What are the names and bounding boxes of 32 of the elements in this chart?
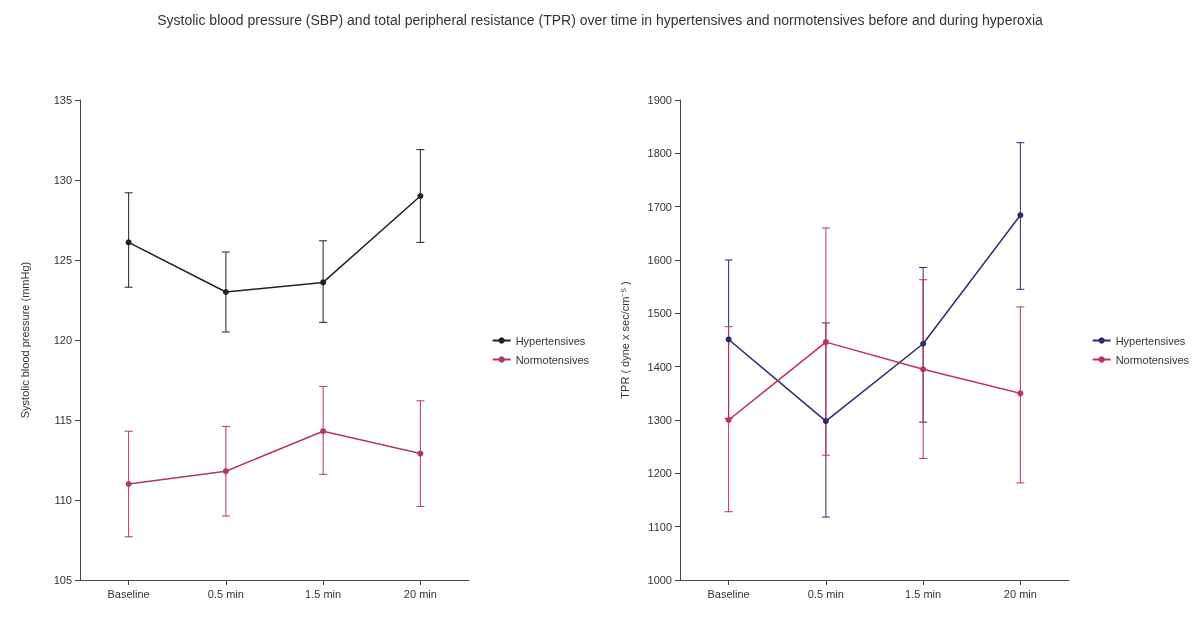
x-tick-label: 0.5 min: [807, 587, 844, 600]
y-tick-label: 1700: [647, 200, 672, 213]
legend-label: Hypertensives: [515, 334, 586, 347]
y-tick-label: 115: [54, 414, 72, 426]
y-tick-label: 1300: [647, 414, 672, 426]
y-tick-label: 105: [53, 574, 72, 586]
x-tick-label: 0.5 min: [207, 587, 244, 600]
y-tick-label: 1100: [648, 520, 672, 533]
y-axis-title: TPR ( dyne x sec/cm⁻⁵ ): [618, 281, 631, 399]
y-tick-label: 1000: [647, 574, 672, 586]
x-tick-label: Baseline: [707, 587, 750, 600]
y-tick-label: 135: [53, 94, 72, 106]
x-tick-label: Baseline: [107, 587, 150, 600]
y-tick-label: 1400: [647, 360, 672, 373]
y-axis-title: Systolic blood pressure (mmHg): [18, 261, 31, 419]
x-tick-label: 20 min: [1003, 587, 1037, 600]
y-tick-label: 125: [53, 254, 72, 266]
legend-label: Normotensives: [1115, 353, 1190, 366]
y-tick-label: 1600: [647, 254, 672, 266]
x-tick-label: 1.5 min: [305, 587, 342, 600]
y-tick-label: 130: [53, 174, 72, 186]
y-tick-label: 110: [54, 494, 72, 506]
y-tick-label: 1800: [647, 147, 672, 160]
x-tick-label: 20 min: [403, 587, 437, 600]
text: Systolic blood pressure (SBP) and total peripheral resistance (TPR) over time in hypertensives and normotensives before and during hyperoxia: [156, 11, 1044, 30]
legend-label: Normotensives: [515, 353, 590, 366]
y-tick-label: 1900: [647, 94, 672, 106]
x-tick-label: 1.5 min: [905, 587, 942, 600]
y-tick-label: 1200: [647, 467, 672, 480]
legend-label: Hypertensives: [1115, 334, 1186, 347]
y-tick-label: 1500: [647, 307, 672, 320]
y-tick-label: 120: [53, 334, 72, 346]
